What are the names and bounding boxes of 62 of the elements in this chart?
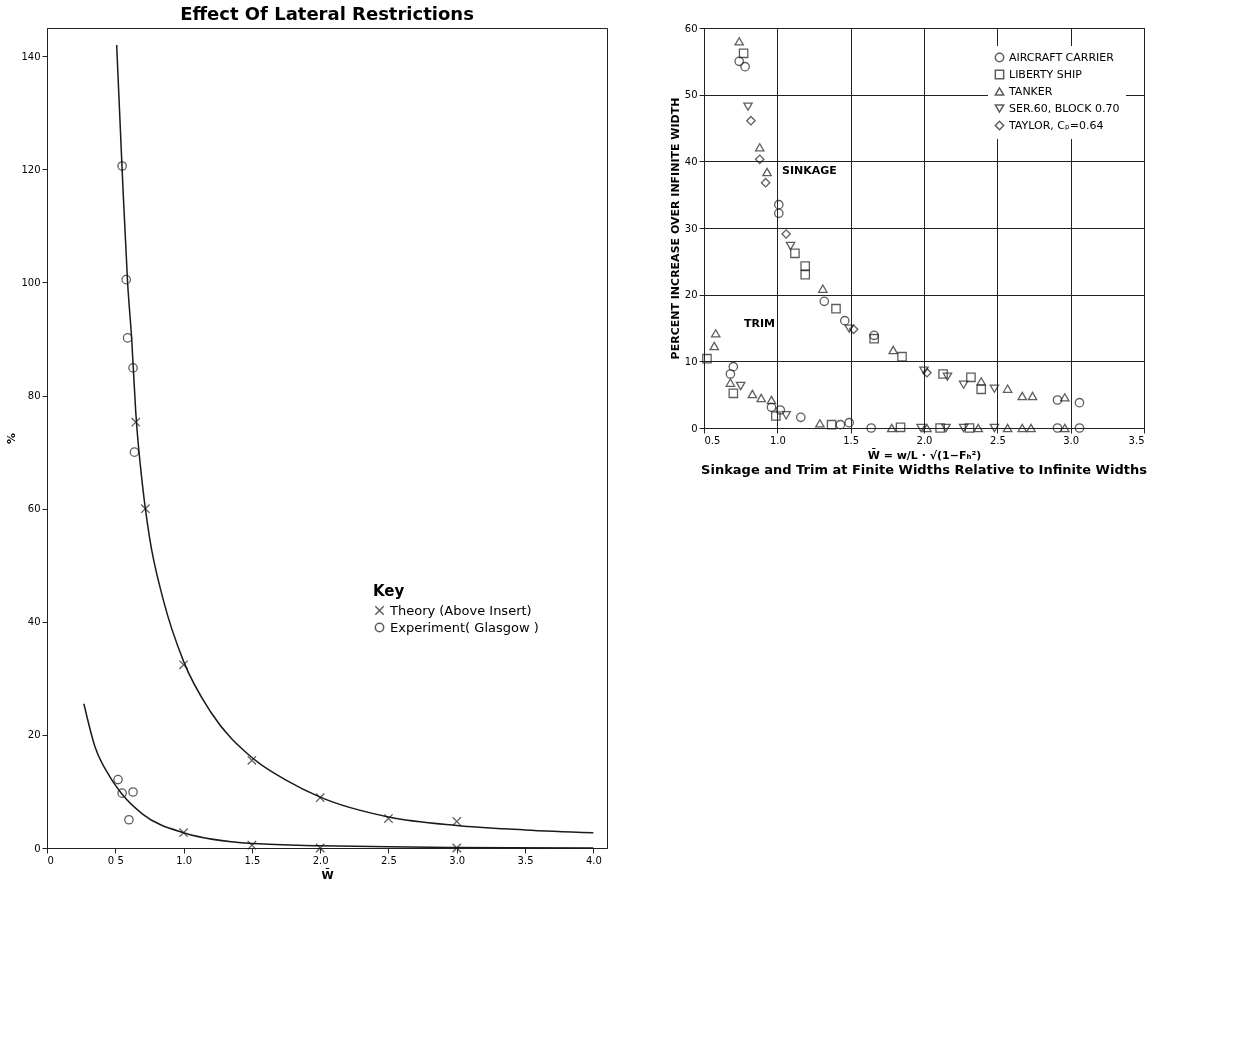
x-axis-title: W̄ = w/L · √(1−Fₕ²): [867, 448, 982, 462]
point: [124, 814, 134, 825]
legend-label: Experiment( Glasgow ): [390, 619, 539, 635]
x-tick-label: 3.5: [517, 854, 534, 866]
legend-label: Theory (Above Insert): [389, 602, 532, 618]
x-tick-label: 3.5: [1128, 434, 1145, 446]
x-tick-label: 2.5: [381, 854, 397, 866]
legend-title: Key: [373, 582, 405, 600]
point: [140, 503, 151, 514]
x-tick-label: 1.5: [244, 854, 261, 866]
x-tick-label: 2.5: [989, 434, 1006, 446]
point: [315, 792, 325, 803]
point: [122, 333, 133, 343]
x-tick-label: 0.5: [704, 434, 721, 446]
legend-label: TAYLOR, Cₚ=0.64: [1008, 118, 1104, 132]
legend-label: LIBERTY SHIP: [1009, 67, 1083, 81]
x-tick-label: 3.0: [449, 854, 466, 866]
point: [247, 755, 257, 766]
annotation: SINKAGE: [782, 163, 837, 177]
point: [129, 447, 140, 457]
point: [451, 816, 462, 827]
x-tick-label: 1.5: [843, 434, 860, 446]
point: [113, 774, 123, 785]
text: Sinkage and Trim at Finite Widths Relative to Infinite Widths: [701, 462, 1148, 477]
point: [117, 161, 127, 171]
y-tick-label: 140: [21, 50, 41, 62]
y-tick-label: 50: [684, 89, 698, 101]
x-tick-label: 0 5: [107, 854, 124, 866]
point: [128, 787, 138, 797]
x-tick-label: 2.0: [312, 854, 329, 866]
y-tick-label: 120: [21, 163, 41, 175]
x-tick-label: 2.0: [916, 434, 933, 446]
y-tick-label: 10: [684, 355, 698, 367]
y-tick-label: 20: [684, 289, 698, 301]
x-tick-label: 4.0: [585, 854, 602, 866]
y-tick-label: 20: [27, 729, 41, 741]
y-axis-title: PERCENT INCREASE OVER INFINITE WIDTH: [668, 97, 682, 360]
y-tick-label: 30: [684, 222, 698, 234]
y-tick-label: 100: [21, 276, 41, 288]
point: [130, 417, 141, 427]
x-tick-label: 1.0: [176, 854, 193, 866]
x-tick-label: 0: [47, 854, 54, 866]
point: [128, 363, 138, 373]
y-axis-title: %: [5, 432, 19, 445]
chart-title: Effect Of Lateral Restrictions: [180, 3, 474, 24]
legend-label: SER.60, BLOCK 0.70: [1009, 101, 1120, 115]
y-tick-label: 60: [27, 503, 41, 515]
point: [117, 788, 127, 798]
y-tick-label: 40: [684, 155, 698, 167]
y-tick-label: 0: [34, 842, 41, 854]
x-axis-title: W̄: [321, 868, 334, 882]
y-tick-label: 60: [684, 22, 698, 34]
y-tick-label: 40: [27, 616, 41, 628]
y-tick-label: 0: [691, 422, 698, 434]
annotation: TRIM: [744, 317, 776, 330]
point: [121, 274, 132, 285]
x-tick-label: 1.0: [769, 434, 786, 446]
legend-label: AIRCRAFT CARRIER: [1009, 50, 1115, 64]
line-series: [115, 44, 595, 834]
legend-label: TANKER: [1008, 84, 1053, 98]
x-tick-label: 3.0: [1063, 434, 1080, 446]
y-tick-label: 80: [27, 390, 41, 402]
